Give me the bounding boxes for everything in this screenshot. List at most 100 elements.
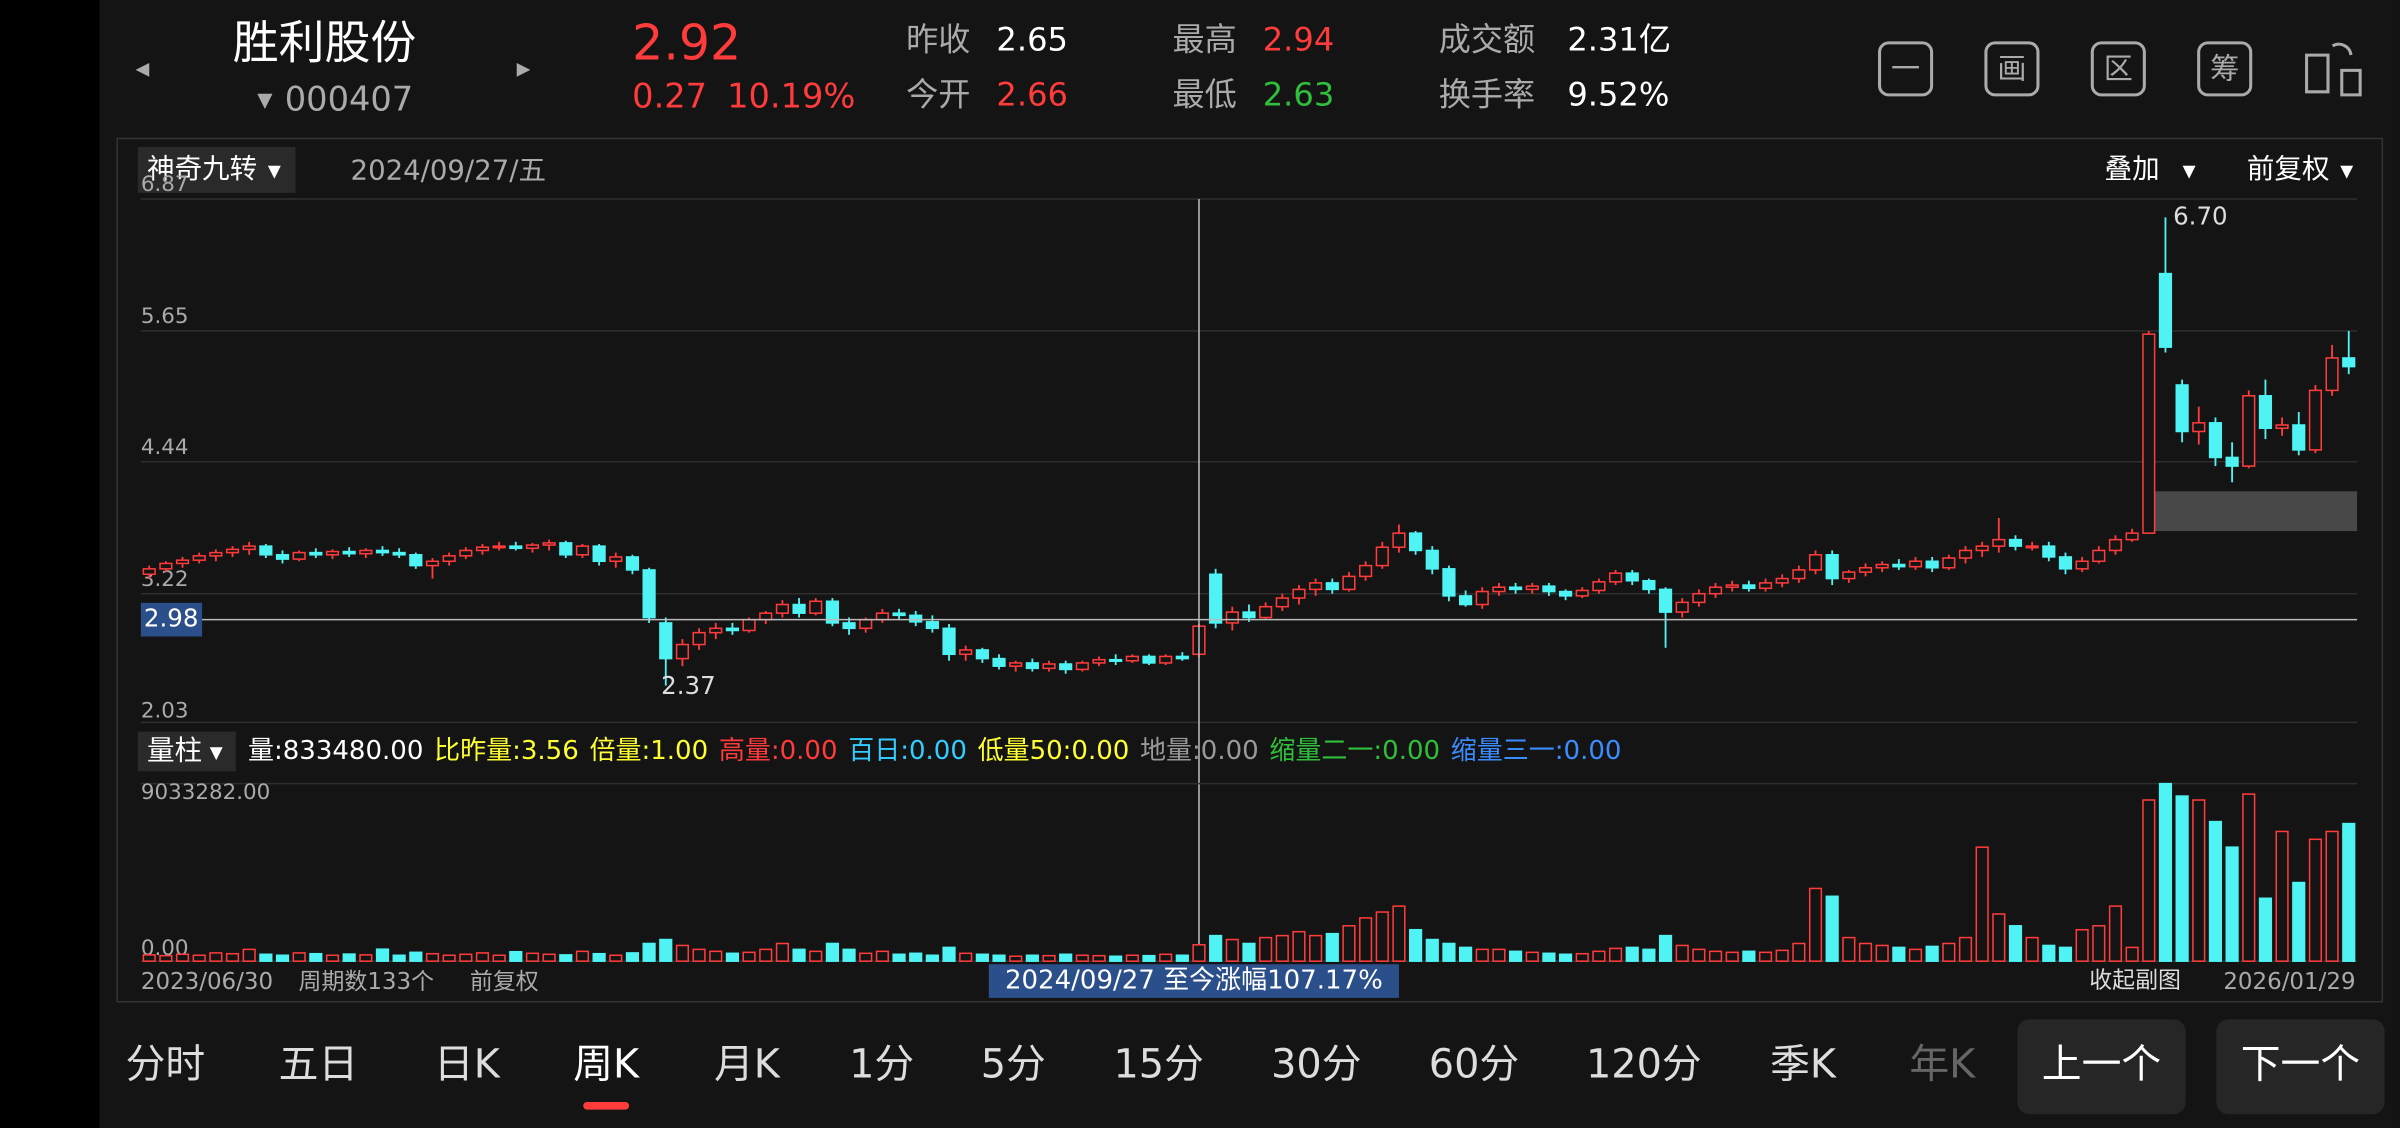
nav-button[interactable] [2017, 1019, 2186, 1115]
volume-bar [1492, 948, 1506, 962]
period-tab[interactable]: 周K [573, 1041, 640, 1087]
volume-bar [809, 950, 823, 962]
candle-body [1242, 611, 1256, 619]
period-tab[interactable]: 5分 [981, 1041, 1046, 1087]
volume-bar [1259, 936, 1273, 962]
candle-body [342, 550, 356, 555]
volume-bar [959, 952, 973, 962]
volume-bar [1109, 955, 1123, 962]
candle-body [909, 614, 923, 623]
candle-body [1525, 585, 1539, 591]
candle-body [459, 549, 473, 557]
volume-bar [142, 954, 156, 962]
tool-label: 区 [2104, 51, 2133, 85]
next-stock[interactable]: ▸ [517, 52, 531, 84]
period-tab[interactable]: 1分 [849, 1041, 914, 1087]
candle-body [275, 554, 290, 560]
volume-bar [1059, 953, 1073, 962]
volume-stat: 地量:0.00 [1140, 736, 1259, 766]
candle-body [809, 600, 823, 614]
period-tab[interactable]: 季K [1770, 1041, 1837, 1087]
candle-body [2125, 532, 2139, 541]
volume-bar [659, 938, 673, 962]
volume-bar [509, 950, 523, 962]
stat-label: 最低 [1172, 75, 1236, 113]
volume-bar [1558, 953, 1573, 962]
candle-body [2075, 560, 2089, 570]
candle-body [1109, 658, 1123, 662]
period-tab[interactable]: 30分 [1271, 1041, 1361, 1087]
candle-body [1459, 595, 1473, 606]
candle-body [1009, 662, 1023, 667]
volume-bar [1309, 934, 1323, 962]
candle-body [609, 556, 623, 563]
candle-body [659, 622, 673, 660]
nav-button[interactable] [2216, 1019, 2385, 1115]
candle-body [1592, 581, 1606, 592]
period-tab[interactable]: 120分 [1586, 1041, 1702, 1087]
candle-body [409, 554, 423, 567]
candle-body [2108, 538, 2123, 552]
candle-body [1975, 545, 1989, 552]
candle-body [642, 569, 656, 619]
period-tab[interactable]: 月K [714, 1041, 781, 1087]
tool-button[interactable] [2090, 41, 2146, 97]
volume-bar [2308, 838, 2323, 962]
tool-button[interactable] [1878, 41, 1934, 97]
indicator-select[interactable] [137, 146, 296, 193]
volume-bar [1658, 934, 1673, 962]
candle-body [1325, 582, 1339, 591]
volume-bar [1342, 925, 1356, 962]
tool-button[interactable] [1984, 41, 2040, 97]
volume-bar [1392, 905, 1406, 962]
period-tab[interactable]: 日K [434, 1041, 501, 1087]
end-date: 2026/01/29 [2223, 969, 2355, 995]
period-tab[interactable]: 五日 [279, 1041, 359, 1087]
candle-body [2192, 422, 2206, 433]
candle-body [1342, 575, 1356, 591]
candle-body [509, 545, 523, 550]
volume-bar [1159, 953, 1173, 962]
volume-bar [1375, 911, 1389, 962]
tool-button[interactable] [2197, 41, 2253, 97]
candle-body [492, 545, 506, 549]
volume-bar [725, 952, 740, 962]
volume-bar [1125, 954, 1139, 962]
price: 2.92 [632, 14, 741, 71]
y-tick-label: 6.87 [141, 172, 189, 197]
candle-body [2275, 424, 2289, 430]
volume-bar [1692, 948, 1706, 962]
candle-body [575, 545, 590, 556]
period-tab[interactable]: 分时 [126, 1041, 206, 1087]
volume-bar [2092, 925, 2106, 962]
period-tab[interactable]: 60分 [1429, 1041, 1519, 1087]
volume-bar [2292, 881, 2306, 962]
volume-bar [875, 950, 889, 962]
dropdown-arrow: ▼ [210, 742, 223, 762]
volume-bar [942, 946, 956, 962]
candle-body [925, 621, 939, 630]
volume-bar [1958, 936, 1973, 962]
candle-body [1675, 601, 1689, 613]
volume-bar [1892, 946, 1906, 962]
candle-body [1092, 658, 1106, 664]
volume-bar [159, 954, 173, 962]
volume-bar [225, 952, 240, 962]
volume-bar [2325, 830, 2339, 962]
volume-bar [259, 953, 273, 962]
period-tab[interactable]: 年K [1909, 1041, 1976, 1087]
dropdown-arrow: ▼ [257, 89, 273, 112]
period-tab[interactable]: 15分 [1113, 1041, 1203, 1087]
volume-bar [2342, 822, 2356, 962]
candle-body [142, 568, 156, 576]
chart-frame [116, 137, 2384, 1003]
volume-bar [525, 952, 540, 962]
collapse-subchart[interactable]: 收起副图 [2089, 968, 2181, 994]
stock-name: 胜利股份 [233, 15, 417, 69]
prev-stock[interactable]: ◂ [135, 52, 149, 84]
volume-bar [542, 953, 556, 962]
volume-bar [1075, 954, 1089, 962]
volume-indicator-select[interactable] [137, 731, 236, 772]
candle-body [1942, 557, 1956, 569]
